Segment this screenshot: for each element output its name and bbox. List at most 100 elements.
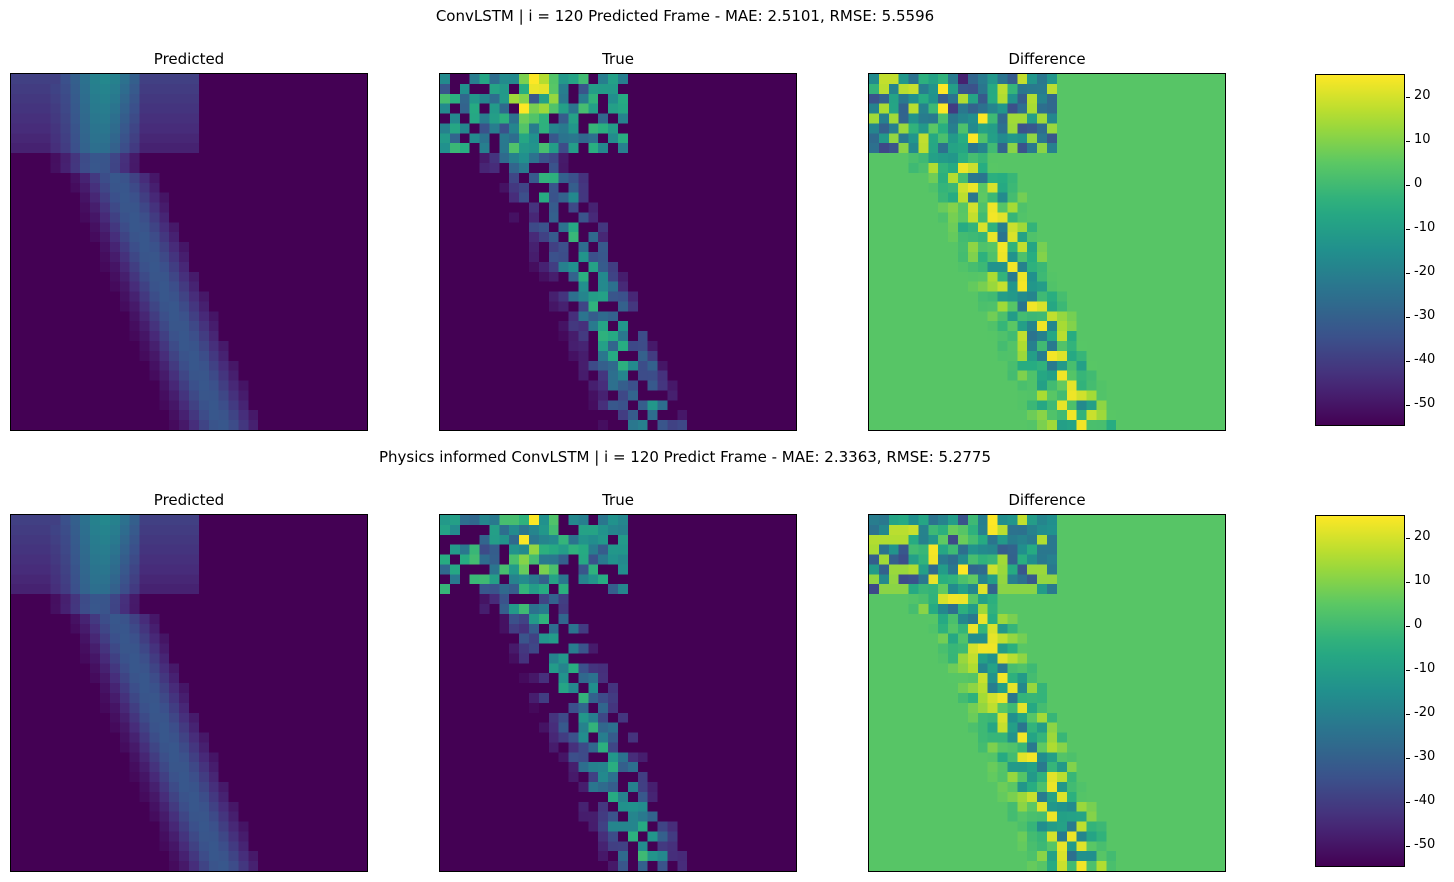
heatmap-cell xyxy=(1165,311,1176,322)
heatmap-cell xyxy=(208,252,219,263)
heatmap-cell xyxy=(30,261,41,272)
heatmap-cell xyxy=(1185,341,1196,352)
heatmap-cell xyxy=(647,350,658,361)
heatmap-cell xyxy=(149,301,160,312)
heatmap-cell xyxy=(908,74,919,85)
heatmap-cell xyxy=(268,613,279,624)
heatmap-cell xyxy=(139,93,150,104)
heatmap-cell xyxy=(357,271,367,282)
heatmap-cell xyxy=(469,182,480,193)
heatmap-cell xyxy=(189,554,200,565)
heatmap-cell xyxy=(228,554,239,565)
heatmap-cell xyxy=(149,712,160,723)
heatmap-cell xyxy=(1165,380,1176,391)
heatmap-cell xyxy=(627,360,638,371)
heatmap-cell xyxy=(786,271,796,282)
heatmap-cell xyxy=(179,390,190,401)
heatmap-cell xyxy=(908,331,919,342)
heatmap-cell xyxy=(1175,400,1186,411)
heatmap-cell xyxy=(20,574,31,585)
heatmap-cell xyxy=(287,380,298,391)
heatmap-cell xyxy=(159,222,170,233)
heatmap-cell xyxy=(307,613,318,624)
heatmap-cell xyxy=(938,212,949,223)
heatmap-cell xyxy=(80,604,91,615)
heatmap-cell xyxy=(776,153,787,164)
heatmap-cell xyxy=(347,604,358,615)
heatmap-cell xyxy=(268,390,279,401)
heatmap-cell xyxy=(746,113,757,124)
heatmap-cell xyxy=(898,123,909,134)
heatmap-cell xyxy=(1116,83,1127,94)
heatmap-cell xyxy=(337,321,348,332)
heatmap-cell xyxy=(90,410,101,421)
heatmap-cell xyxy=(1195,242,1206,253)
heatmap-cell xyxy=(499,311,510,322)
colorbar-tick-mark xyxy=(1406,97,1410,98)
heatmap-cell xyxy=(1047,172,1058,183)
heatmap-cell xyxy=(80,712,91,723)
heatmap-cell xyxy=(50,192,61,203)
heatmap-cell xyxy=(509,261,520,272)
heatmap-cell xyxy=(1066,271,1077,282)
heatmap-cell xyxy=(707,410,718,421)
heatmap-cell xyxy=(608,113,619,124)
heatmap-cell xyxy=(218,515,229,526)
heatmap-cell xyxy=(977,360,988,371)
heatmap-cell xyxy=(449,83,460,94)
heatmap-cell xyxy=(1155,370,1166,381)
heatmap-cell xyxy=(90,232,101,243)
heatmap-cell xyxy=(248,544,259,555)
heatmap-cell xyxy=(637,390,648,401)
heatmap-cell xyxy=(736,252,747,263)
heatmap-cell xyxy=(449,291,460,302)
heatmap-cell xyxy=(997,182,1008,193)
heatmap-cell xyxy=(268,722,279,733)
heatmap-cell xyxy=(1096,261,1107,272)
heatmap-cell xyxy=(50,683,61,694)
heatmap-cell xyxy=(238,604,249,615)
heatmap-cell xyxy=(169,341,180,352)
heatmap-cell xyxy=(928,93,939,104)
heatmap-cell xyxy=(726,93,737,104)
heatmap-cell xyxy=(548,380,559,391)
heatmap-cell xyxy=(1047,143,1058,154)
heatmap-cell xyxy=(1165,261,1176,272)
heatmap-cell xyxy=(1145,222,1156,233)
heatmap-cell xyxy=(258,103,269,114)
heatmap-cell xyxy=(967,242,978,253)
heatmap-cell xyxy=(509,370,520,381)
heatmap-cell xyxy=(307,554,318,565)
heatmap-cell xyxy=(1165,103,1176,114)
heatmap-cell xyxy=(139,390,150,401)
heatmap-cell xyxy=(958,163,969,174)
heatmap-cell xyxy=(1185,311,1196,322)
heatmap-cell xyxy=(878,153,889,164)
heatmap-cell xyxy=(618,261,629,272)
heatmap-cell xyxy=(90,782,101,793)
heatmap-cell xyxy=(228,123,239,134)
heatmap-cell xyxy=(1165,400,1176,411)
heatmap-cell xyxy=(139,153,150,164)
heatmap-cell xyxy=(509,242,520,253)
heatmap-cell xyxy=(317,113,328,124)
heatmap-cell xyxy=(687,301,698,312)
heatmap-cell xyxy=(11,123,22,134)
heatmap-cell xyxy=(30,613,41,624)
heatmap-cell xyxy=(888,301,899,312)
heatmap-cell xyxy=(1155,143,1166,154)
heatmap-cell xyxy=(1116,212,1127,223)
heatmap-cell xyxy=(1096,252,1107,263)
heatmap-cell xyxy=(208,762,219,773)
heatmap-cell xyxy=(238,410,249,421)
heatmap-cell xyxy=(598,172,609,183)
heatmap-cell xyxy=(1007,182,1018,193)
heatmap-cell xyxy=(119,623,130,634)
heatmap-cell xyxy=(687,400,698,411)
heatmap-cell xyxy=(869,202,880,213)
heatmap-cell xyxy=(1175,281,1186,292)
heatmap-cell xyxy=(776,163,787,174)
heatmap-cell xyxy=(50,331,61,342)
heatmap-cell xyxy=(1195,350,1206,361)
heatmap-cell xyxy=(109,712,120,723)
